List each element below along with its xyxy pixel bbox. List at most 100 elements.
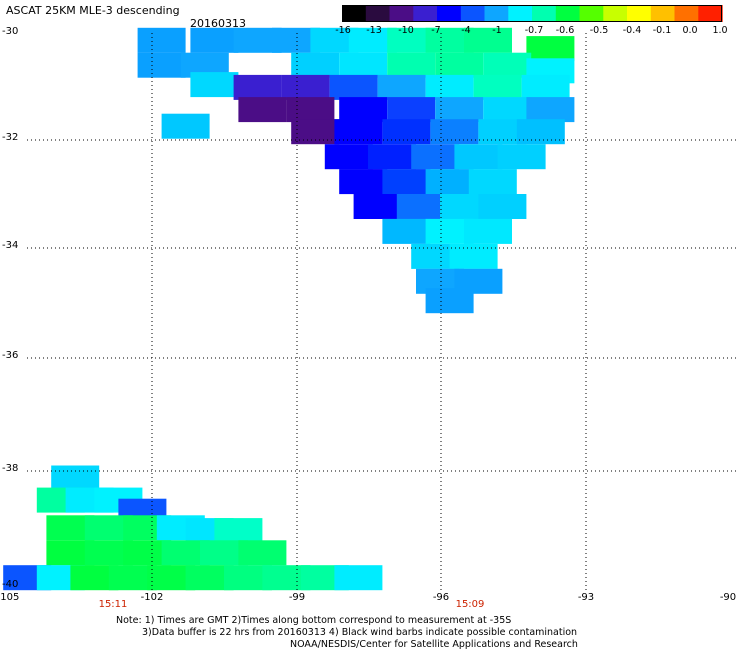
wind-cell — [214, 518, 263, 544]
wind-cell — [281, 74, 330, 100]
wind-cell — [368, 144, 416, 170]
footnote-line-2: 3)Data buffer is 22 hrs from 20160313 4)… — [142, 627, 578, 638]
colorbar-segment — [365, 5, 391, 22]
wind-cell — [377, 74, 426, 100]
wind-cell — [464, 27, 512, 53]
colorbar-segment — [650, 5, 676, 22]
colorbar-segment — [508, 5, 533, 22]
wind-cell — [516, 119, 565, 145]
footnote-line-1: Note: 1) Times are GMT 2)Times along bot… — [116, 615, 512, 626]
colorbar-segment — [460, 5, 486, 22]
colorbar-label: -13 — [366, 25, 382, 36]
wind-cell — [425, 74, 474, 100]
wind-cell — [449, 243, 498, 269]
colorbar-label: 0.0 — [682, 25, 698, 36]
wind-cell — [238, 97, 287, 123]
colorbar-segment — [484, 5, 509, 22]
wind-cell — [137, 27, 186, 53]
colorbar-segment — [603, 5, 628, 22]
wind-cell — [286, 97, 335, 123]
colorbar-label: -0.4 — [622, 25, 642, 36]
colorbar-label: -4 — [461, 25, 471, 36]
wind-cell — [483, 97, 532, 123]
colorbar-label: 1.0 — [712, 25, 728, 36]
colorbar-segment — [579, 5, 604, 22]
chart-title: ASCAT 25KM MLE-3 descending — [6, 4, 180, 17]
lon-label: -90 — [719, 592, 737, 603]
lat-label: -34 — [2, 240, 19, 251]
lon-label: -105 — [0, 592, 20, 603]
wind-cell — [526, 36, 575, 62]
wind-cell — [425, 288, 474, 314]
wind-cell — [190, 72, 239, 98]
colorbar-label: -10 — [398, 25, 414, 36]
wind-cell — [473, 74, 522, 100]
colorbar-label: -0.6 — [555, 25, 575, 36]
time-label: 15:11 — [98, 599, 128, 610]
chart-date: 20160313 — [190, 17, 246, 30]
wind-cell — [464, 218, 512, 244]
wind-cell — [382, 169, 431, 195]
wind-cell — [526, 97, 575, 123]
colorbar-label: -0.7 — [524, 25, 544, 36]
colorbar-segment — [342, 5, 367, 22]
wind-cell — [387, 97, 436, 123]
colorbar-segment — [413, 5, 438, 22]
wind-cell — [425, 169, 474, 195]
lon-label: -93 — [577, 592, 595, 603]
lon-label: -99 — [288, 592, 306, 603]
wind-cell — [334, 119, 383, 145]
wind-cell — [334, 565, 383, 591]
wind-cell — [430, 119, 479, 145]
wind-cell — [329, 74, 378, 100]
colorbar-segment — [389, 5, 414, 22]
wind-cell — [468, 169, 517, 195]
colorbar-segment — [437, 5, 462, 22]
wind-cell — [521, 74, 570, 100]
lon-label: -96 — [432, 592, 450, 603]
wind-cell — [137, 52, 186, 78]
lon-label: -102 — [140, 592, 164, 603]
colorbar-label: -0.5 — [589, 25, 609, 36]
wind-cell — [497, 144, 546, 170]
wind-cell — [483, 52, 532, 78]
wind-cell — [291, 52, 340, 78]
colorbar-label: -1 — [492, 25, 502, 36]
wind-cell — [435, 97, 484, 123]
colorbar-segment — [698, 5, 723, 22]
wind-cell — [51, 465, 100, 491]
wind-cell — [411, 144, 460, 170]
lat-label: -32 — [2, 132, 19, 143]
colorbar-label: -0.1 — [652, 25, 672, 36]
lat-label: -40 — [2, 579, 19, 590]
wind-cell — [353, 194, 402, 219]
wind-cells — [3, 27, 575, 591]
wind-cell — [396, 194, 445, 219]
wind-cell — [435, 52, 484, 78]
wind-cell — [238, 540, 287, 566]
wind-cell — [233, 74, 282, 100]
wind-cell — [339, 169, 388, 195]
wind-cell — [339, 52, 388, 78]
wind-cell — [339, 97, 388, 123]
colorbar-border — [342, 5, 722, 22]
colorbar-label: -16 — [335, 25, 351, 36]
colorbar-segment — [627, 5, 652, 22]
wind-cell — [382, 218, 431, 244]
lat-label: -30 — [2, 26, 19, 37]
colorbar — [342, 5, 723, 22]
wind-cell — [161, 113, 210, 139]
lat-label: -38 — [2, 463, 19, 474]
wind-cell — [382, 119, 431, 145]
wind-cell — [190, 27, 239, 53]
colorbar-label: -7 — [431, 25, 441, 36]
wind-cell — [478, 194, 527, 219]
colorbar-segment — [674, 5, 699, 22]
colorbar-segment — [532, 5, 557, 22]
colorbar-segment — [555, 5, 581, 22]
wind-cell — [454, 144, 503, 170]
lat-label: -36 — [2, 350, 19, 361]
footnote-credit: NOAA/NESDIS/Center for Satellite Applica… — [290, 639, 578, 650]
